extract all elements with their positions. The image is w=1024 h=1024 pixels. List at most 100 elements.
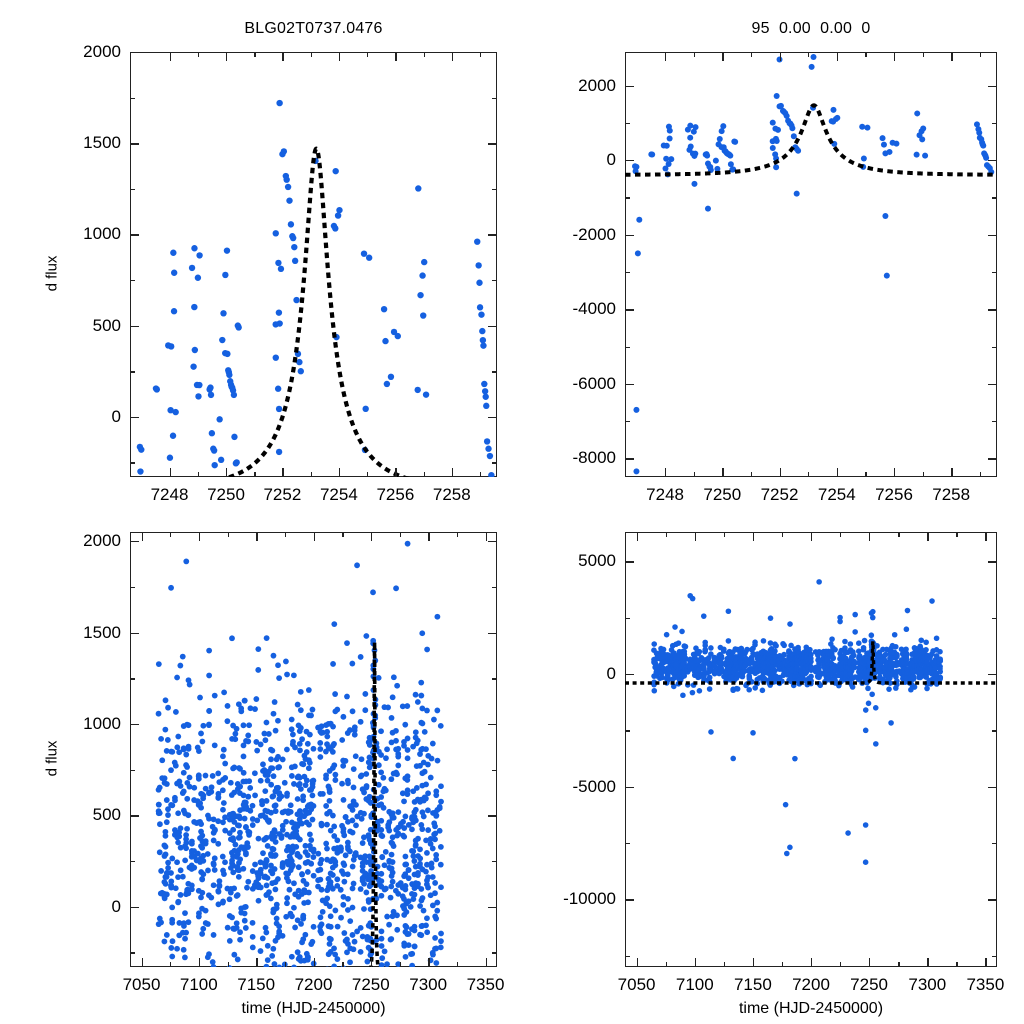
y-tick-minor <box>625 617 630 619</box>
x-tick-major-top <box>485 532 487 541</box>
x-tick-minor-top <box>865 52 867 57</box>
x-tick-major-top <box>226 52 228 61</box>
y-tick-minor <box>130 586 135 589</box>
x-tick-minor <box>781 962 784 967</box>
x-tick-label: 7350 <box>966 975 1005 994</box>
x-tick-minor <box>808 472 810 477</box>
x-tick-label: 7350 <box>466 975 505 994</box>
y-tick-label: 0 <box>606 664 616 683</box>
x-tick-minor-top <box>750 52 753 57</box>
y-tick-minor-right <box>492 952 497 954</box>
x-tick-minor-top <box>342 532 344 537</box>
y-tick-major-right <box>988 383 997 386</box>
y-tick-major <box>130 906 139 909</box>
y-tick-major <box>130 723 139 726</box>
panel-bottom-left-xlabel: time (HJD-2450000) <box>241 1000 386 1017</box>
x-tick-minor <box>750 472 753 477</box>
y-tick-label: -8000 <box>572 448 616 468</box>
x-tick-minor-top <box>956 532 958 537</box>
y-tick-minor-right <box>492 371 497 373</box>
x-tick-major <box>451 468 454 477</box>
y-tick-major-right <box>988 899 997 901</box>
x-tick-major <box>665 468 667 477</box>
y-tick-minor-right <box>492 280 497 282</box>
y-tick-minor <box>625 272 630 274</box>
x-tick-label: 7252 <box>263 485 302 504</box>
x-tick-major-top <box>811 532 813 541</box>
y-tick-label: -4000 <box>572 299 616 319</box>
x-tick-major-top <box>256 532 258 541</box>
panel-top-left-plot <box>130 52 497 477</box>
y-tick-label: 2000 <box>83 42 121 61</box>
x-tick-major-top <box>927 532 929 541</box>
y-tick-major-right <box>988 309 997 311</box>
x-tick-minor-top <box>197 52 200 57</box>
x-tick-major <box>722 468 724 477</box>
y-tick-major <box>625 85 634 87</box>
x-tick-major-top <box>894 52 896 61</box>
y-tick-major <box>625 786 634 789</box>
panel-top-right: 95 0.00 0.00 0 2000 0 -2000 -4000 -6000 -8000… <box>573 20 997 504</box>
y-tick-label: -2000 <box>572 224 616 244</box>
x-tick-major <box>313 958 315 967</box>
y-tick-major-right <box>988 561 997 563</box>
x-tick-major <box>282 468 284 477</box>
y-tick-minor <box>130 188 135 191</box>
x-tick-label: 7100 <box>675 975 714 994</box>
x-tick-minor-top <box>922 52 924 57</box>
panel-bottom-right-plot <box>625 532 997 967</box>
x-tick-major <box>256 958 258 967</box>
x-tick-label: 7256 <box>376 485 415 504</box>
x-tick-major <box>141 958 143 967</box>
x-tick-minor-top <box>781 532 784 537</box>
x-tick-major-top <box>665 52 667 61</box>
y-tick-minor <box>625 730 630 732</box>
y-tick-major-right <box>988 160 997 162</box>
x-tick-label: 7252 <box>760 485 799 504</box>
y-tick-label: -10000 <box>563 889 616 909</box>
y-tick-minor-right <box>992 272 997 274</box>
y-tick-major-right <box>488 906 497 909</box>
y-tick-label: 5000 <box>578 551 616 571</box>
x-tick-label: 7254 <box>319 485 358 504</box>
y-tick-label: 0 <box>111 406 121 426</box>
y-tick-minor-right <box>992 122 997 125</box>
y-tick-minor <box>625 122 630 125</box>
y-tick-major <box>625 383 634 386</box>
x-tick-minor-top <box>898 532 900 537</box>
x-tick-label: 7050 <box>122 975 161 994</box>
y-tick-major <box>625 234 634 237</box>
x-tick-label: 7050 <box>617 975 656 994</box>
x-tick-major-top <box>636 532 638 541</box>
x-tick-label: 7250 <box>850 975 889 994</box>
y-tick-major-right <box>488 541 497 543</box>
y-tick-major <box>625 561 634 563</box>
y-tick-minor <box>130 97 135 99</box>
panel-top-right-frame <box>625 52 997 477</box>
x-tick-major-top <box>395 52 397 61</box>
x-tick-major-top <box>338 52 341 61</box>
y-tick-minor <box>625 421 630 423</box>
x-tick-minor-top <box>808 52 810 57</box>
y-tick-label: 1500 <box>83 133 121 153</box>
x-tick-major-top <box>428 532 430 541</box>
x-tick-major-top <box>451 52 454 61</box>
x-tick-label: 7100 <box>179 975 218 994</box>
y-tick-minor-right <box>992 955 997 958</box>
y-tick-minor-right <box>992 346 997 348</box>
y-tick-minor <box>130 371 135 373</box>
x-tick-minor <box>423 472 425 477</box>
x-tick-label: 7254 <box>817 485 856 504</box>
y-tick-label: 0 <box>111 896 121 916</box>
y-tick-major-right <box>988 674 997 676</box>
y-tick-minor <box>130 952 135 954</box>
x-tick-minor-top <box>254 52 256 57</box>
x-tick-minor <box>342 962 344 967</box>
y-tick-major-right <box>988 786 997 789</box>
x-tick-minor-top <box>284 532 287 537</box>
x-tick-major-top <box>869 532 871 541</box>
x-tick-major <box>169 468 171 477</box>
y-tick-major <box>130 632 139 634</box>
x-tick-label: 7250 <box>351 975 390 994</box>
x-tick-major <box>752 958 755 967</box>
